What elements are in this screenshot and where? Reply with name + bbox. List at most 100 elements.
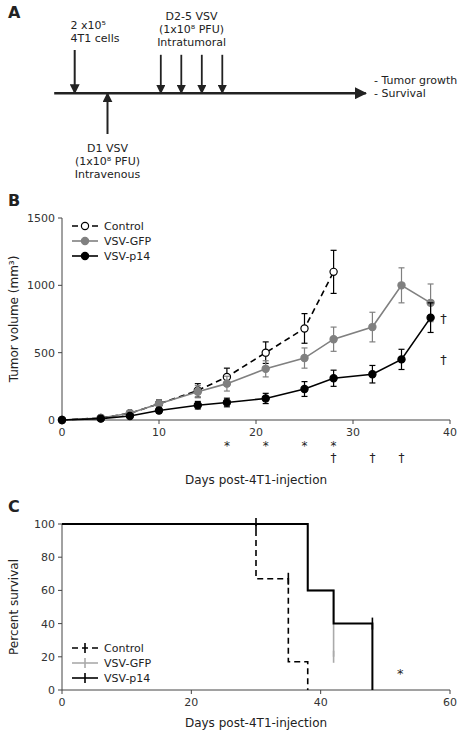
error-cap <box>195 397 201 398</box>
error-cap <box>302 396 308 397</box>
annotation: - Tumor growth- Survival <box>374 74 457 100</box>
error-cap <box>399 369 405 370</box>
x-tick <box>159 420 160 424</box>
error-cap <box>263 376 269 377</box>
y-axis-label: Percent survival <box>7 559 21 655</box>
panel: 0204060020406080100Days post-4T1-injecti… <box>7 518 457 730</box>
panel-label: A <box>8 3 21 22</box>
x-tick-label: 0 <box>59 426 66 439</box>
y-tick <box>58 218 62 219</box>
data-point <box>58 416 65 423</box>
x-tick <box>450 690 451 694</box>
plot-area <box>58 250 434 423</box>
error-bar <box>263 342 269 364</box>
censor-tick <box>333 651 335 663</box>
text-line: (1x10⁸ PFU) <box>75 155 140 168</box>
error-cap <box>331 386 337 387</box>
text-line: - Survival <box>374 87 426 100</box>
data-point <box>223 380 230 387</box>
error-cap <box>369 341 375 342</box>
y-tick-label: 0 <box>48 684 55 697</box>
annotation: 2 x10⁵4T1 cells <box>71 19 120 45</box>
legend-label: VSV-GFP <box>104 235 152 248</box>
x-tick-label: 20 <box>184 696 198 709</box>
error-bar <box>331 370 337 386</box>
error-cap <box>331 250 337 251</box>
intratumoral-arrow <box>180 55 182 93</box>
legend-label: VSV-p14 <box>104 250 150 263</box>
error-bar <box>369 312 375 342</box>
error-cap <box>399 302 405 303</box>
y-tick <box>58 656 62 657</box>
data-point <box>97 415 104 422</box>
censor-tick <box>288 573 290 585</box>
data-point <box>427 314 434 321</box>
data-point <box>155 400 162 407</box>
significance-mark: † <box>331 451 337 465</box>
legend-label: Control <box>104 220 144 233</box>
legend-marker <box>84 673 86 683</box>
x-tick-label: 60 <box>443 696 457 709</box>
text-line: D1 VSV <box>87 142 128 155</box>
legend: ControlVSV-GFPVSV-p14 <box>72 642 152 685</box>
y-axis-line <box>62 218 63 420</box>
y-axis-label: Tumor volume (mm³) <box>7 256 21 384</box>
error-bar <box>428 303 434 333</box>
data-point <box>97 414 104 421</box>
error-cap <box>428 283 434 284</box>
annotation: D2-5 VSV(1x10⁸ PFU)Intratumoral <box>157 10 226 49</box>
error-bar <box>263 393 269 403</box>
data-point <box>58 416 65 423</box>
plot-area <box>62 518 372 690</box>
y-tick-label: 40 <box>41 618 55 631</box>
data-point <box>155 407 162 414</box>
y-tick-label: 80 <box>41 551 55 564</box>
error-cap <box>399 349 405 350</box>
error-cap <box>369 312 375 313</box>
intravenous-arrow <box>107 93 109 134</box>
series-line <box>62 524 372 690</box>
legend-marker <box>84 643 86 653</box>
x-tick-label: 10 <box>152 426 166 439</box>
error-cap <box>302 381 308 382</box>
text-line: (1x10⁸ PFU) <box>159 23 224 36</box>
y-tick <box>58 524 62 525</box>
data-point <box>301 385 308 392</box>
error-cap <box>224 368 230 369</box>
text-line: D2-5 VSV <box>166 10 218 23</box>
error-cap <box>369 365 375 366</box>
significance-mark: * <box>397 666 404 681</box>
data-point <box>97 414 104 421</box>
x-tick <box>62 690 63 694</box>
y-tick <box>58 557 62 558</box>
intratumoral-arrow <box>201 55 203 93</box>
y-tick-label: 0 <box>48 414 55 427</box>
error-cap <box>331 370 337 371</box>
data-point <box>194 388 201 395</box>
x-tick-label: 0 <box>59 696 66 709</box>
data-point <box>58 416 65 423</box>
x-axis-line <box>62 690 450 691</box>
x-tick-label: 40 <box>314 696 328 709</box>
y-tick-label: 100 <box>34 518 55 531</box>
text-line: 4T1 cells <box>71 32 120 45</box>
error-cap <box>224 376 230 377</box>
data-point <box>398 282 405 289</box>
error-bar <box>263 361 269 377</box>
data-point <box>330 268 337 275</box>
y-tick-label: 500 <box>34 347 55 360</box>
error-cap <box>331 326 337 327</box>
error-cap <box>302 343 308 344</box>
data-point <box>369 371 376 378</box>
legend-label: VSV-GFP <box>104 657 152 670</box>
injection-arrow <box>74 50 76 93</box>
error-bar <box>195 384 201 397</box>
timeline-arrow <box>54 92 366 95</box>
y-tick <box>58 352 62 353</box>
error-cap <box>263 393 269 394</box>
significance-mark: † <box>369 451 375 465</box>
error-bar <box>302 348 308 368</box>
error-cap <box>195 385 201 386</box>
legend-label: VSV-p14 <box>104 672 150 685</box>
error-cap <box>369 382 375 383</box>
